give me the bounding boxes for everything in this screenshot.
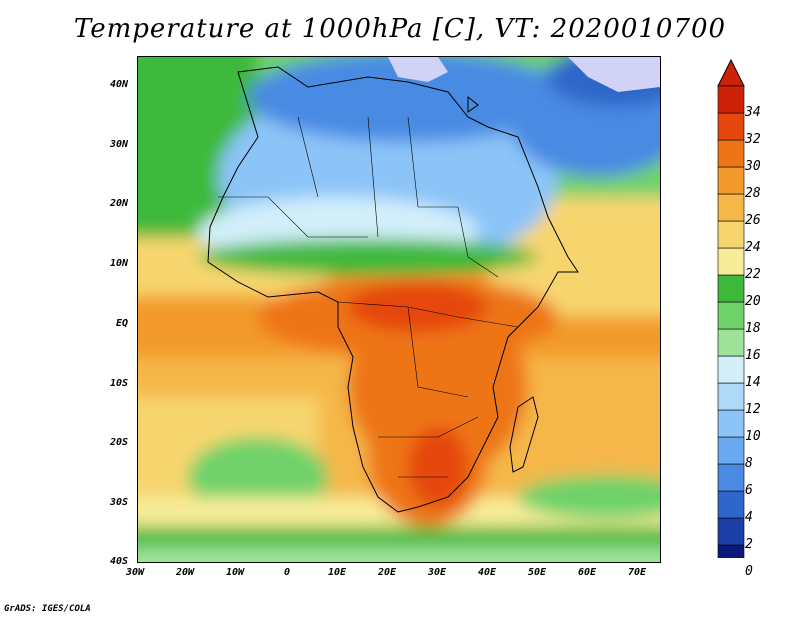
colorbar-swatch	[717, 490, 745, 519]
temperature-map	[137, 56, 661, 563]
lon-tick: 0	[284, 567, 291, 578]
colorbar-swatch	[717, 544, 745, 558]
lat-tick: 10S	[110, 378, 129, 389]
colorbar-label: 34	[745, 105, 761, 120]
colorbar-label: 32	[745, 132, 761, 147]
lon-tick: 50E	[528, 567, 547, 578]
colorbar-label: 20	[745, 294, 761, 309]
colorbar-swatch	[717, 193, 745, 222]
lat-tick: 40N	[110, 79, 129, 90]
colorbar-label: 8	[745, 456, 753, 471]
cold-region-east	[568, 57, 660, 92]
lat-tick: 10N	[110, 258, 129, 269]
lon-tick: 20W	[176, 567, 195, 578]
colorbar-swatch	[717, 85, 745, 114]
lon-tick: 40E	[478, 567, 497, 578]
colorbar-swatch	[717, 517, 745, 546]
colorbar-label: 28	[745, 186, 761, 201]
colorbar-max-arrow	[717, 58, 745, 87]
colorbar-swatch	[717, 274, 745, 303]
colorbar-label: 6	[745, 483, 753, 498]
lat-tick: 30N	[110, 139, 129, 150]
colorbar-label: 0	[745, 564, 753, 579]
colorbar-label: 22	[745, 267, 761, 282]
lon-tick: 10E	[328, 567, 347, 578]
colorbar-label: 16	[745, 348, 761, 363]
colorbar-label: 4	[745, 510, 753, 525]
lon-tick: 30W	[126, 567, 145, 578]
colorbar-swatch	[717, 139, 745, 168]
lon-tick: 60E	[578, 567, 597, 578]
country-borders	[218, 116, 519, 478]
lon-tick: 10W	[226, 567, 245, 578]
colorbar-swatch	[717, 112, 745, 141]
colorbar-label: 14	[745, 375, 761, 390]
colorbar-swatch	[717, 220, 745, 249]
colorbar-swatch	[717, 166, 745, 195]
map-title: Temperature at 1000hPa [C], VT: 20200107…	[73, 14, 727, 44]
lat-tick: 20N	[110, 198, 129, 209]
colorbar-label: 24	[745, 240, 761, 255]
lon-tick: 70E	[628, 567, 647, 578]
credit-text: GrADS: IGES/COLA	[4, 604, 91, 614]
colorbar-swatch	[717, 301, 745, 330]
lat-tick: EQ	[116, 318, 129, 329]
colorbar-label: 18	[745, 321, 761, 336]
colorbar-swatch	[717, 355, 745, 384]
lat-tick: 30S	[110, 497, 129, 508]
colorbar-swatch	[717, 328, 745, 357]
colorbar-swatch	[717, 247, 745, 276]
lat-tick: 20S	[110, 437, 129, 448]
colorbar-swatch	[717, 436, 745, 465]
colorbar-label: 30	[745, 159, 761, 174]
cold-region	[388, 57, 448, 82]
colorbar-swatch	[717, 382, 745, 411]
colorbar-swatch	[717, 409, 745, 438]
colorbar-label: 26	[745, 213, 761, 228]
coastlines	[207, 66, 579, 513]
colorbar-label: 10	[745, 429, 761, 444]
temperature-shading	[138, 57, 660, 562]
colorbar-label: 12	[745, 402, 761, 417]
colorbar	[717, 58, 745, 558]
lon-tick: 30E	[428, 567, 447, 578]
map-canvas	[138, 57, 660, 562]
lat-tick: 40S	[110, 556, 129, 567]
colorbar-label: 2	[745, 537, 753, 552]
colorbar-swatch	[717, 463, 745, 492]
lon-tick: 20E	[378, 567, 397, 578]
